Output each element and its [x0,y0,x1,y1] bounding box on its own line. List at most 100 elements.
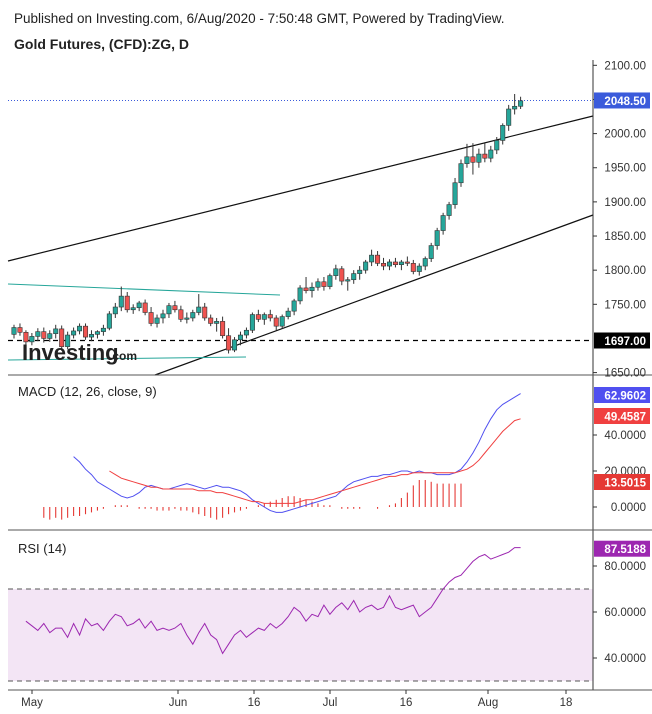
candle [375,251,381,267]
candle [452,177,458,209]
last-price-label: 2048.50 [594,92,650,109]
candle-body [446,204,452,216]
candle [83,323,89,340]
candle-body [94,331,100,335]
price-tick-label: 1900.00 [604,197,646,209]
macd-title: MACD (12, 26, close, 9) [18,384,157,399]
candle-body [154,317,160,324]
candle [71,327,77,339]
candle-body [41,331,47,339]
candle [77,323,83,335]
candle [303,276,309,294]
candle-body [214,321,220,324]
candle-body [71,330,77,336]
candle [351,270,357,284]
candle [106,311,112,331]
candle-body [285,310,291,317]
candle-body [303,287,309,291]
candle [494,137,500,155]
price-tick-label: 1950.00 [604,163,646,175]
candle [94,330,100,339]
candle-body [160,313,166,319]
candle [249,312,255,333]
candle-body [232,339,238,351]
candle-body [279,316,285,327]
candle-body [357,269,363,274]
macd-value-label: 62.9602 [594,387,650,403]
candle-body [178,309,184,320]
macd-line [73,393,521,513]
candle-body [100,327,106,332]
time-tick-label: Aug [478,697,498,709]
candle-body [410,263,416,272]
candle-body [404,261,410,264]
candle [202,302,208,321]
candle-body [422,258,428,267]
rsi-tick-label: 80.0000 [604,561,646,573]
candle-body [23,332,29,343]
candle-body [315,281,321,288]
candle [11,324,17,339]
candle-body [47,333,53,339]
histogram-value-label: 13.5015 [594,474,650,490]
price-tick-label: 1800.00 [604,265,646,277]
candle-body [398,261,404,266]
candle-body [392,261,398,266]
candle [285,307,291,320]
candle-body [434,230,440,246]
candle [488,145,494,163]
candle [88,330,94,342]
candle [53,324,59,339]
candle-body [53,328,59,334]
candle [47,330,53,342]
candle-body [196,306,202,313]
macd-tick-label: 0.0000 [611,502,646,514]
signal-value-label-text: 49.4587 [604,412,646,424]
candle [363,259,369,274]
investing-watermark: Investing [22,340,119,365]
candle-body [345,279,351,282]
candle [446,201,452,220]
candle [321,276,327,291]
macd-tick-label: 40.0000 [604,430,646,442]
candle-body [375,254,381,264]
flag-upper-line [7,283,281,296]
time-tick-label: Jun [169,697,188,709]
candle [232,337,238,353]
candle-body [482,153,488,159]
rsi-value-label-text: 87.5188 [604,544,646,556]
candle [369,249,375,267]
candle [398,259,404,271]
candle [154,314,160,328]
candle-body [124,295,130,311]
rsi-line [25,547,521,655]
candle-body [470,156,476,163]
candle-body [381,263,387,267]
candle-body [11,327,17,335]
rsi-title: RSI (14) [18,541,66,556]
candle-body [363,261,369,271]
support-price-label-text: 1697.00 [604,336,646,348]
candle-body [88,334,94,338]
candle [309,282,315,298]
candle-body [309,286,315,291]
candle [190,309,196,322]
last-price-label-box [594,92,650,109]
histogram-value-label-text: 13.5015 [604,478,646,490]
rsi-value-label-box [594,540,650,557]
candle-body [351,273,357,281]
candle-body [267,314,273,319]
candle-body [518,100,524,107]
rsi-band [8,589,593,681]
candle-body [291,300,297,312]
candle [130,304,136,314]
candle-body [166,305,172,315]
candle-body [136,302,142,309]
candle [29,332,35,346]
candle [226,328,232,354]
candle-body [512,105,518,110]
price-tick-label: 2000.00 [604,129,646,141]
signal-value-label: 49.4587 [594,408,650,424]
candle [506,104,512,131]
